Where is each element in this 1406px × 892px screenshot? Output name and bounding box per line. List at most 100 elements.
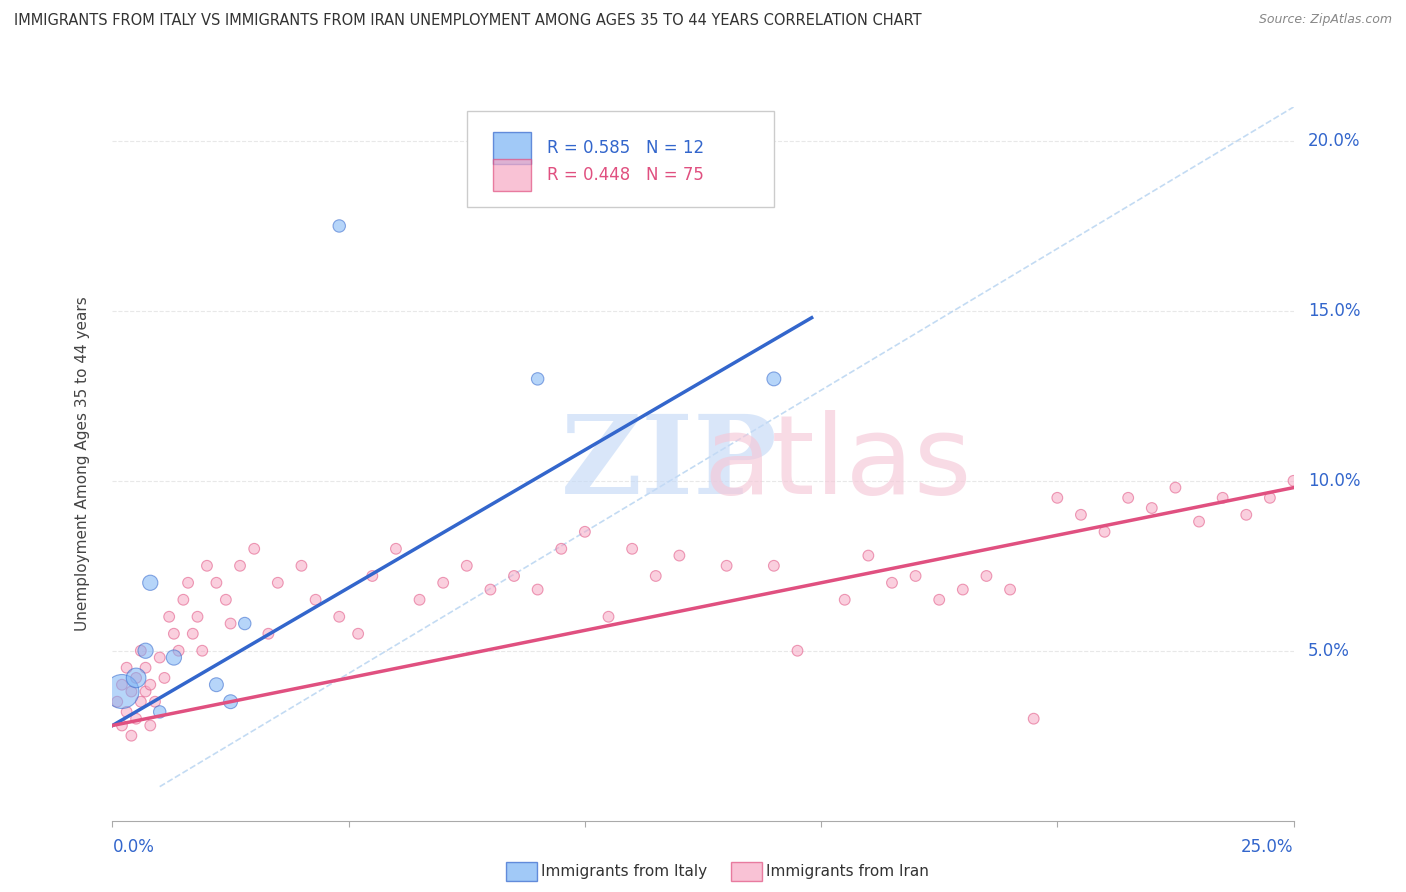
Point: [762, 558, 785, 573]
Point: [139, 678, 162, 692]
Point: [125, 671, 148, 685]
Point: [186, 609, 208, 624]
Point: [328, 219, 350, 233]
Point: [115, 661, 138, 675]
Point: [304, 592, 326, 607]
Point: [998, 582, 1021, 597]
Text: 5.0%: 5.0%: [1308, 641, 1350, 660]
Point: [125, 671, 148, 685]
FancyBboxPatch shape: [467, 111, 773, 207]
Point: [111, 718, 134, 732]
Text: Unemployment Among Ages 35 to 44 years: Unemployment Among Ages 35 to 44 years: [76, 296, 90, 632]
Point: [408, 592, 430, 607]
Point: [115, 705, 138, 719]
Point: [361, 569, 384, 583]
Text: IMMIGRANTS FROM ITALY VS IMMIGRANTS FROM IRAN UNEMPLOYMENT AMONG AGES 35 TO 44 Y: IMMIGRANTS FROM ITALY VS IMMIGRANTS FROM…: [14, 13, 922, 29]
Point: [456, 558, 478, 573]
Point: [598, 609, 620, 624]
Point: [1188, 515, 1211, 529]
Point: [347, 626, 370, 640]
FancyBboxPatch shape: [492, 132, 530, 164]
Point: [1234, 508, 1257, 522]
Point: [858, 549, 880, 563]
Point: [215, 592, 238, 607]
Point: [105, 695, 128, 709]
Text: R = 0.585   N = 12: R = 0.585 N = 12: [547, 139, 704, 157]
Point: [834, 592, 856, 607]
Point: [243, 541, 266, 556]
Point: [120, 684, 142, 698]
Point: [195, 558, 218, 573]
Point: [167, 644, 190, 658]
Point: [205, 575, 228, 590]
Point: [762, 372, 785, 386]
Point: [880, 575, 903, 590]
Point: [526, 582, 548, 597]
Point: [1046, 491, 1069, 505]
Point: [328, 609, 350, 624]
Point: [181, 626, 204, 640]
Point: [904, 569, 927, 583]
Point: [229, 558, 252, 573]
Point: [111, 684, 134, 698]
Text: Source: ZipAtlas.com: Source: ZipAtlas.com: [1258, 13, 1392, 27]
Point: [157, 609, 180, 624]
Point: [129, 695, 152, 709]
Point: [786, 644, 808, 658]
Point: [432, 575, 454, 590]
Point: [163, 650, 186, 665]
FancyBboxPatch shape: [492, 159, 530, 191]
Text: 15.0%: 15.0%: [1308, 301, 1360, 320]
Point: [139, 575, 162, 590]
Point: [621, 541, 644, 556]
Point: [574, 524, 596, 539]
Point: [139, 718, 162, 732]
Point: [129, 644, 152, 658]
Point: [1258, 491, 1281, 505]
Point: [928, 592, 950, 607]
Point: [111, 678, 134, 692]
Point: [1070, 508, 1092, 522]
Text: Immigrants from Iran: Immigrants from Iran: [766, 864, 929, 879]
Text: ZIP: ZIP: [561, 410, 778, 517]
Point: [135, 661, 157, 675]
Point: [219, 695, 242, 709]
Point: [149, 650, 172, 665]
Point: [479, 582, 502, 597]
Point: [1094, 524, 1116, 539]
Point: [172, 592, 194, 607]
Point: [125, 712, 148, 726]
Point: [1022, 712, 1045, 726]
Point: [267, 575, 290, 590]
Point: [385, 541, 408, 556]
Point: [550, 541, 572, 556]
Point: [976, 569, 998, 583]
Point: [716, 558, 738, 573]
Text: 20.0%: 20.0%: [1308, 132, 1360, 150]
Point: [135, 684, 157, 698]
Point: [143, 695, 166, 709]
Text: 25.0%: 25.0%: [1241, 838, 1294, 855]
Point: [149, 705, 172, 719]
Point: [1282, 474, 1305, 488]
Point: [1140, 501, 1163, 516]
Point: [219, 616, 242, 631]
Point: [191, 644, 214, 658]
Point: [205, 678, 228, 692]
Point: [153, 671, 176, 685]
Point: [120, 729, 142, 743]
Point: [952, 582, 974, 597]
Point: [644, 569, 666, 583]
Point: [1164, 481, 1187, 495]
Point: [1212, 491, 1234, 505]
Text: 0.0%: 0.0%: [112, 838, 155, 855]
Text: atlas: atlas: [703, 410, 972, 517]
Point: [163, 626, 186, 640]
Point: [503, 569, 526, 583]
Point: [257, 626, 280, 640]
Text: Immigrants from Italy: Immigrants from Italy: [541, 864, 707, 879]
Point: [526, 372, 548, 386]
Point: [233, 616, 256, 631]
Point: [668, 549, 690, 563]
Point: [177, 575, 200, 590]
